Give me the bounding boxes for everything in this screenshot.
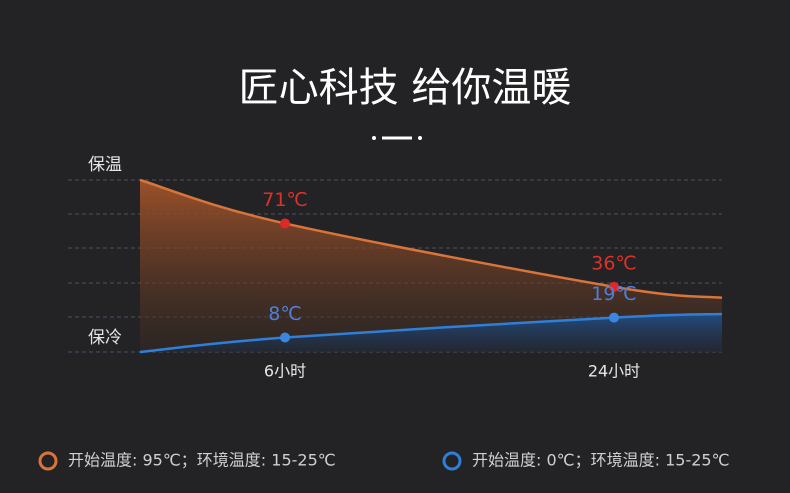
line (139, 178, 723, 299)
area (140, 313, 722, 352)
value-label: 71℃ (262, 189, 308, 211)
chart-title: 匠心科技 给你温暖 (239, 65, 572, 111)
y-top-label: 保温 (88, 155, 122, 175)
legend-label: 开始温度: 0℃；环境温度: 15-25℃ (472, 451, 730, 470)
value-label: 36℃ (591, 252, 637, 274)
line (139, 312, 723, 354)
x-tick-label: 6小时 (264, 362, 306, 381)
point (609, 312, 619, 323)
y-bottom-label: 保冷 (88, 328, 122, 348)
title-divider (372, 136, 422, 140)
area (140, 180, 722, 352)
value-label: 19℃ (591, 283, 637, 305)
legend-marker (442, 451, 462, 471)
x-tick-label: 24小时 (588, 362, 640, 381)
legend-label: 开始温度: 95℃；环境温度: 15-25℃ (68, 451, 336, 470)
point (609, 281, 619, 292)
point (280, 332, 290, 343)
value-label: 8℃ (268, 303, 301, 325)
legend-marker (38, 451, 58, 471)
point (280, 218, 290, 229)
